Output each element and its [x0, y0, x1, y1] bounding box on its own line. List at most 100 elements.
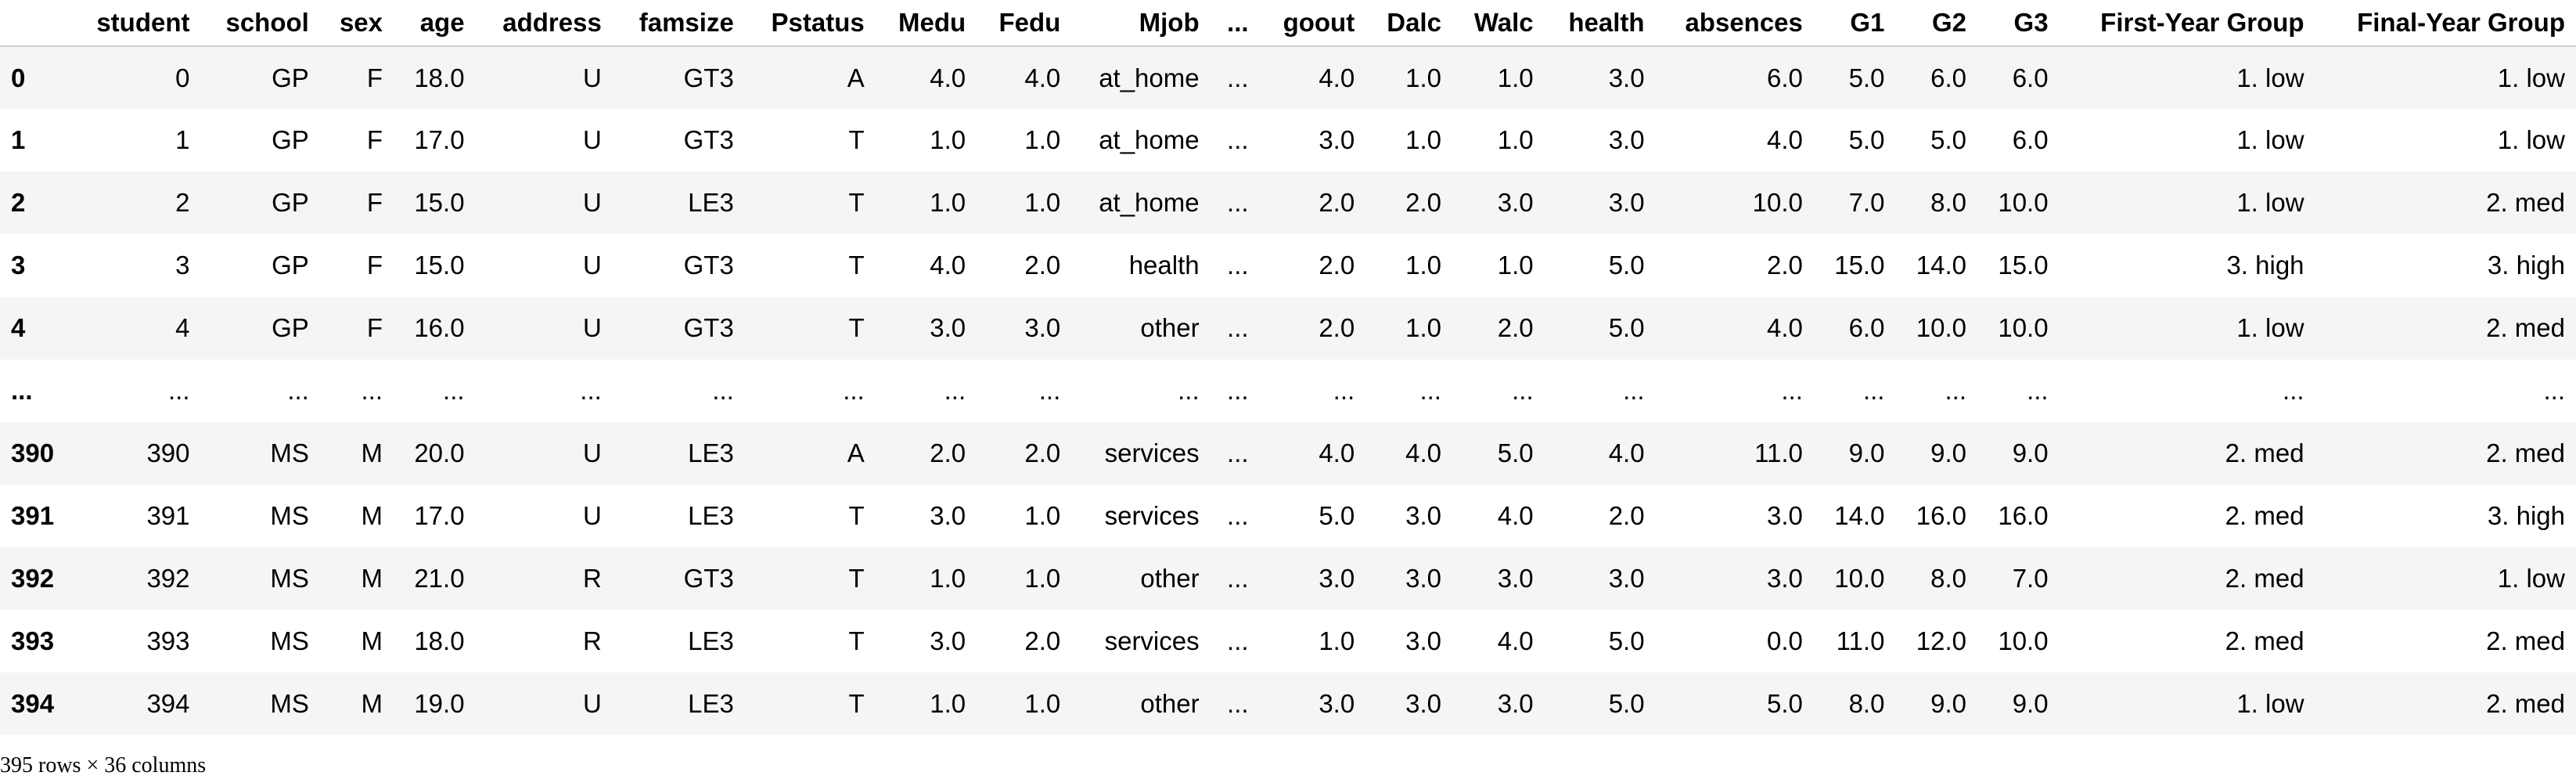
table-cell: 2. med — [2225, 501, 2304, 530]
table-cell: M — [361, 626, 383, 655]
table-cell: 394 — [146, 689, 190, 718]
table-cell: 3. high — [2487, 501, 2565, 530]
table-body: 0 0 GP F 18.0 U GT3 A 4.0 4.0 at_home... 4.0 1.0 1.0 3… — [0, 46, 2576, 735]
table-cell: 2.0 — [1024, 626, 1061, 655]
table-cell: 7.0 — [1848, 188, 1885, 217]
column-header: Medu — [875, 0, 977, 47]
table-cell: 2.0 — [1497, 313, 1534, 342]
column-header: Dalc — [1365, 0, 1452, 47]
row-index: 2 — [11, 188, 26, 217]
table-cell: ... — [1227, 564, 1249, 593]
table-cell: LE3 — [688, 689, 734, 718]
table-cell: ... — [287, 376, 309, 405]
index-header — [0, 0, 70, 47]
table-cell: A — [847, 438, 865, 467]
table-cell: ... — [712, 376, 734, 405]
table-cell: 1. low — [2497, 63, 2565, 92]
table-cell: 2. med — [2486, 626, 2565, 655]
table-cell: 2 — [175, 188, 190, 217]
column-header: Pstatus — [744, 0, 876, 47]
table-cell: GP — [272, 188, 309, 217]
table-cell: 5.0 — [1608, 689, 1645, 718]
column-header: address — [475, 0, 613, 47]
table-cell: GT3 — [683, 313, 734, 342]
table-cell: 9.0 — [2012, 689, 2049, 718]
table-cell: 1.0 — [930, 564, 966, 593]
table-cell: ... — [1178, 376, 1200, 405]
table-cell: 1. low — [2236, 63, 2304, 92]
table-cell: 4.0 — [930, 63, 966, 92]
table-cell: other — [1140, 313, 1200, 342]
row-index: 4 — [11, 313, 26, 342]
column-header: famsize — [612, 0, 745, 47]
table-cell: 15.0 — [414, 188, 465, 217]
table-cell: 5.0 — [1848, 125, 1885, 154]
table-cell: 3.0 — [1319, 689, 1355, 718]
table-cell: GT3 — [683, 63, 734, 92]
table-cell: LE3 — [688, 188, 734, 217]
table-cell: 3.0 — [1767, 501, 1803, 530]
table-cell: 391 — [146, 501, 190, 530]
table-cell: 1.0 — [1497, 251, 1534, 280]
table-cell: F — [366, 188, 383, 217]
table-cell: ... — [1227, 626, 1249, 655]
table-cell: other — [1140, 564, 1200, 593]
table-cell: 1. low — [2236, 188, 2304, 217]
table-cell: 1.0 — [1024, 564, 1061, 593]
table-header: student school sex age address famsize Pstatus… — [0, 0, 2576, 47]
table-cell: U — [582, 501, 602, 530]
table-cell: services — [1104, 438, 1200, 467]
table-cell: T — [848, 689, 865, 718]
table-cell: GT3 — [683, 125, 734, 154]
table-cell: ... — [2543, 376, 2565, 405]
table-cell: ... — [1227, 313, 1249, 342]
table-cell: 3.0 — [1608, 188, 1645, 217]
table-cell: T — [848, 501, 865, 530]
table-cell: U — [582, 251, 602, 280]
table-cell: U — [582, 188, 602, 217]
table-cell: at_home — [1099, 125, 1200, 154]
table-cell: 1.0 — [1497, 63, 1534, 92]
table-cell: U — [582, 313, 602, 342]
table-cell: R — [582, 564, 602, 593]
table-cell: 10.0 — [1752, 188, 1803, 217]
row-index: 392 — [11, 564, 55, 593]
table-cell: 10.0 — [1834, 564, 1885, 593]
table-cell: 3.0 — [1767, 564, 1803, 593]
table-cell: 20.0 — [414, 438, 465, 467]
table-cell: ... — [1227, 689, 1249, 718]
table-cell: 3.0 — [930, 626, 966, 655]
table-cell: 4.0 — [1024, 63, 1061, 92]
table-cell: 3. high — [2226, 251, 2304, 280]
table-cell: 4.0 — [1497, 501, 1534, 530]
table-cell: 9.0 — [1848, 438, 1885, 467]
table-cell: 3.0 — [930, 313, 966, 342]
table-cell: 6.0 — [2012, 63, 2049, 92]
table-cell: 4 — [175, 313, 190, 342]
table-cell: 3.0 — [1319, 125, 1355, 154]
table-cell: 5.0 — [1930, 125, 1967, 154]
table-cell: F — [366, 251, 383, 280]
table-cell: 18.0 — [414, 63, 465, 92]
column-header: G3 — [1977, 0, 2060, 47]
header-row: student school sex age address famsize Pstatus… — [0, 0, 2576, 47]
column-header: Mjob — [1071, 0, 1211, 47]
row-index: 3 — [11, 251, 26, 280]
table-cell: 6.0 — [1930, 63, 1967, 92]
table-cell: GP — [272, 313, 309, 342]
table-cell: 21.0 — [414, 564, 465, 593]
table-cell: 3.0 — [1405, 626, 1441, 655]
table-cell: 2.0 — [1405, 188, 1441, 217]
table-cell: GT3 — [683, 251, 734, 280]
table-cell: MS — [270, 501, 309, 530]
table-cell: ... — [1227, 438, 1249, 467]
table-cell: 1.0 — [930, 188, 966, 217]
table-cell: 1.0 — [1405, 313, 1441, 342]
table-cell: 14.0 — [1834, 501, 1885, 530]
table-cell: ... — [1227, 501, 1249, 530]
table-cell: 8.0 — [1930, 188, 1967, 217]
table-cell: T — [848, 188, 865, 217]
table-row: 390 390 MS M 20.0 U LE3 A 2.0 2.0 services... 4.0 4.… — [0, 422, 2576, 485]
table-cell: GP — [272, 63, 309, 92]
table-cell: 8.0 — [1930, 564, 1967, 593]
